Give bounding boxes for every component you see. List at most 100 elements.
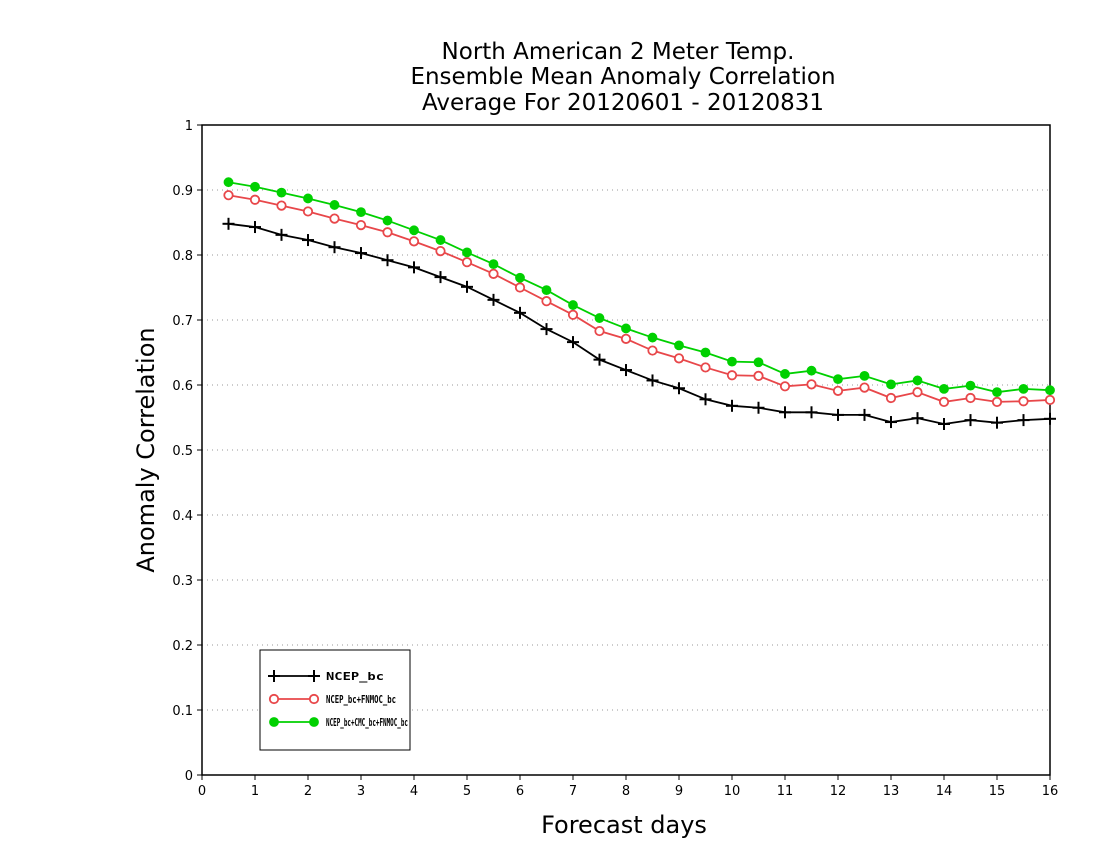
data-point-0-3 [302,234,314,247]
data-point-1-2 [276,200,287,211]
legend-item-0: NCEP_bc [268,670,384,683]
data-point-2-23 [833,374,843,385]
x-tick-label-8: 8 [622,784,630,799]
data-point-0-14 [593,353,606,366]
series-line-1 [228,194,1051,403]
y-tick-label-4: 0.4 [172,509,193,524]
legend-marker-start-1 [268,693,280,705]
data-point-1-12 [541,296,552,307]
data-point-2-25 [886,379,896,390]
y-tick-label-2: 0.2 [172,639,193,654]
legend-marker-end-2 [309,717,319,727]
data-point-2-27 [939,384,949,394]
x-tick-label-0: 0 [198,784,206,799]
data-point-2-4 [329,200,340,210]
x-tick-label-10: 10 [724,784,741,799]
x-tick-label-11: 11 [777,784,794,799]
y-tick-label-6: 0.6 [172,379,193,394]
data-point-0-8 [434,271,447,284]
data-point-1-1 [249,194,261,205]
data-point-0-11 [514,306,526,319]
data-point-1-4 [329,213,340,224]
x-tick-label-16: 16 [1042,784,1059,799]
chart-title-line-1: North American 2 Meter Temp. [442,39,795,65]
data-point-2-16 [647,332,658,343]
legend-marker-start-0 [268,670,280,682]
data-point-1-22 [806,379,817,390]
data-point-1-30 [1018,396,1029,407]
data-point-0-12 [540,323,553,336]
series-layer [222,177,1056,430]
legend-marker-start-2 [269,717,279,727]
data-point-1-31 [1044,394,1056,406]
data-point-2-0 [223,177,234,188]
data-point-1-7 [408,236,420,247]
x-tick-label-13: 13 [883,784,900,799]
y-tick-label-1: 0.1 [172,704,193,719]
legend: NCEP_bc NCEP_bc+FNMOC_bc NCEP_bc+CMC_bc+FN… [259,649,411,751]
data-point-2-18 [700,347,711,358]
x-axis: 0 1 2 3 4 5 6 7 8 9 10 11 12 13 14 15 16 [198,775,1058,799]
data-point-2-10 [488,259,499,270]
data-point-0-25 [885,416,897,429]
data-point-0-20 [752,401,765,414]
data-point-1-29 [991,396,1003,407]
data-point-2-17 [674,340,684,351]
x-tick-label-1: 1 [251,784,259,799]
data-point-2-14 [594,313,605,323]
data-point-2-5 [356,207,366,218]
y-axis: 0 0.1 0.2 0.3 0.4 0.5 0.6 0.7 0.8 0.9 1 [172,119,202,784]
y-tick-label-8: 0.8 [172,249,193,264]
data-point-1-9 [461,257,473,268]
legend-marker-end-1 [308,693,320,705]
x-tick-label-3: 3 [357,784,365,799]
data-point-1-20 [753,370,764,381]
data-point-1-16 [647,345,658,356]
data-point-0-28 [964,414,977,427]
data-point-0-31 [1044,412,1056,425]
data-point-0-24 [858,408,871,421]
data-point-0-21 [779,406,791,419]
data-point-1-13 [567,309,579,320]
data-point-1-6 [382,227,393,238]
data-point-1-0 [223,190,234,201]
x-tick-label-5: 5 [463,784,471,799]
series-0 [222,217,1056,430]
legend-label-2: NCEP_bc+CMC_bc+FNMOC_bc [326,716,408,729]
series-line-0 [228,222,1051,425]
data-point-2-6 [382,215,393,226]
x-tick-label-9: 9 [675,784,683,799]
data-point-1-10 [488,268,499,279]
data-point-0-2 [275,228,288,241]
x-tick-label-15: 15 [989,784,1006,799]
y-tick-label-0: 0 [185,769,193,784]
y-axis-title: Anomaly Correlation [132,327,160,572]
data-point-0-17 [673,382,685,395]
legend-box [259,649,411,751]
y-tick-label-10: 1 [185,119,193,134]
data-point-2-15 [621,323,631,334]
chart-title-line-3: Average For 20120601 - 20120831 [422,90,824,116]
x-tick-label-4: 4 [410,784,418,799]
y-tick-label-3: 0.3 [172,574,193,589]
x-axis-title: Forecast days [541,811,707,839]
data-point-2-19 [727,356,737,367]
x-tick-label-6: 6 [516,784,524,799]
data-point-1-21 [779,381,791,392]
data-point-1-17 [673,353,685,364]
data-point-0-27 [938,418,950,430]
data-point-0-30 [1017,414,1030,427]
data-point-2-9 [462,247,472,258]
data-point-2-31 [1045,385,1055,396]
x-tick-label-14: 14 [936,784,953,799]
data-point-2-24 [859,371,870,381]
data-point-2-7 [409,225,419,236]
series-line-2 [228,181,1051,394]
data-point-2-29 [992,387,1002,398]
data-point-0-22 [805,406,818,419]
data-point-0-7 [408,261,420,274]
data-point-1-26 [912,387,923,398]
data-point-0-4 [328,241,341,254]
y-tick-label-7: 0.7 [172,314,193,329]
